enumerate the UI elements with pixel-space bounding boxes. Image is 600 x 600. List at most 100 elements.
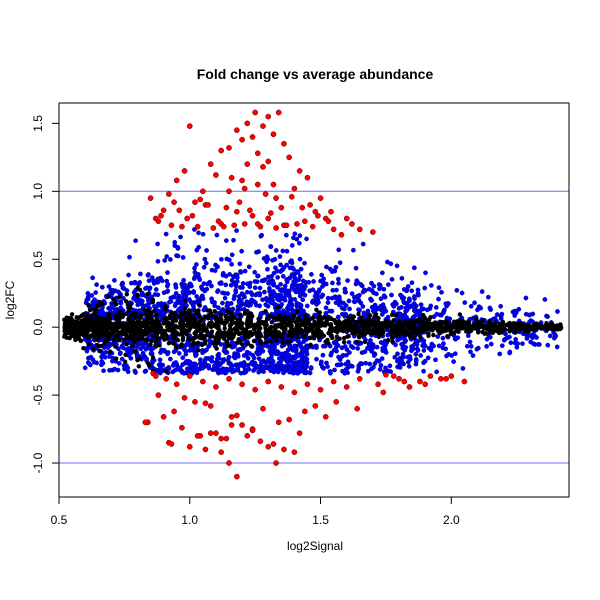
data-point	[228, 310, 234, 315]
data-point	[272, 365, 278, 371]
data-point-red	[168, 441, 175, 447]
data-point	[209, 283, 214, 289]
data-point	[154, 339, 159, 344]
data-point	[506, 322, 511, 327]
data-point	[310, 287, 316, 293]
data-point	[205, 281, 210, 287]
data-point	[343, 366, 349, 372]
data-point-red	[291, 449, 298, 456]
data-point	[124, 341, 129, 347]
data-point	[383, 350, 389, 355]
data-point	[349, 291, 355, 296]
data-point-red	[173, 177, 180, 184]
data-point-red	[281, 140, 287, 147]
data-point	[320, 343, 326, 349]
data-point	[443, 346, 449, 352]
data-point	[264, 333, 270, 338]
data-point	[110, 327, 116, 332]
data-point	[176, 351, 182, 356]
data-point-red	[163, 375, 170, 382]
data-point-red	[265, 378, 272, 385]
data-point	[158, 275, 163, 281]
data-point	[377, 283, 383, 289]
data-point	[515, 341, 521, 346]
data-point-red	[427, 373, 434, 379]
data-point	[266, 280, 271, 286]
data-point	[358, 315, 364, 320]
data-point	[266, 356, 271, 362]
data-point	[444, 319, 450, 324]
data-point	[242, 268, 248, 274]
data-point	[207, 342, 213, 347]
data-point	[157, 357, 163, 363]
data-point	[376, 326, 382, 331]
data-point-red	[322, 413, 329, 420]
data-point-red	[265, 443, 272, 450]
data-point-red	[213, 430, 219, 436]
data-point	[272, 343, 277, 349]
data-point	[82, 365, 88, 371]
data-point	[418, 353, 424, 358]
data-point	[291, 279, 297, 284]
data-point-red	[356, 226, 363, 233]
data-point	[295, 353, 301, 359]
data-point-red	[296, 430, 303, 436]
data-point	[515, 325, 521, 330]
data-point	[310, 298, 316, 304]
data-point	[235, 317, 240, 323]
x-axis: 0.5 1.0 1.5 2.0	[51, 496, 460, 527]
data-point	[434, 322, 439, 327]
data-point	[318, 361, 324, 367]
data-point	[365, 345, 370, 351]
data-point	[235, 321, 240, 326]
data-point	[487, 319, 492, 324]
x-tick-label: 0.5	[51, 513, 68, 527]
data-point	[359, 350, 365, 355]
data-point	[374, 291, 379, 297]
data-point	[133, 315, 138, 320]
data-point	[304, 303, 310, 309]
data-point	[226, 317, 231, 322]
data-points	[62, 109, 564, 480]
data-point	[193, 362, 199, 367]
data-point-red	[181, 394, 188, 401]
data-point	[234, 228, 239, 233]
data-point-red	[179, 424, 185, 431]
data-point	[414, 319, 420, 324]
data-point	[171, 341, 176, 346]
data-point	[445, 301, 451, 307]
data-point	[155, 327, 161, 332]
data-point	[229, 316, 235, 321]
data-point	[527, 312, 533, 318]
data-point	[528, 339, 534, 345]
data-point	[196, 348, 201, 353]
data-point	[324, 360, 329, 366]
data-point	[99, 284, 105, 290]
data-point	[270, 278, 276, 284]
data-point	[480, 329, 485, 335]
data-point	[118, 300, 124, 306]
data-point	[126, 272, 131, 278]
data-point	[536, 342, 542, 347]
data-point	[150, 345, 156, 351]
data-point	[102, 354, 108, 360]
data-point	[116, 346, 121, 352]
data-point	[385, 314, 391, 320]
data-point-red	[260, 405, 266, 412]
data-point	[238, 331, 244, 336]
data-point	[173, 312, 179, 317]
data-point	[452, 351, 458, 357]
data-point	[132, 368, 138, 374]
data-point	[156, 336, 162, 341]
data-point	[231, 332, 237, 337]
data-point	[465, 333, 471, 338]
data-point	[161, 290, 167, 296]
data-point	[431, 332, 436, 338]
data-point	[518, 320, 524, 326]
data-point-red	[247, 207, 253, 214]
data-point	[132, 349, 138, 354]
data-point	[216, 351, 222, 357]
data-point	[111, 337, 116, 343]
data-point	[268, 363, 274, 369]
data-point	[188, 320, 193, 325]
